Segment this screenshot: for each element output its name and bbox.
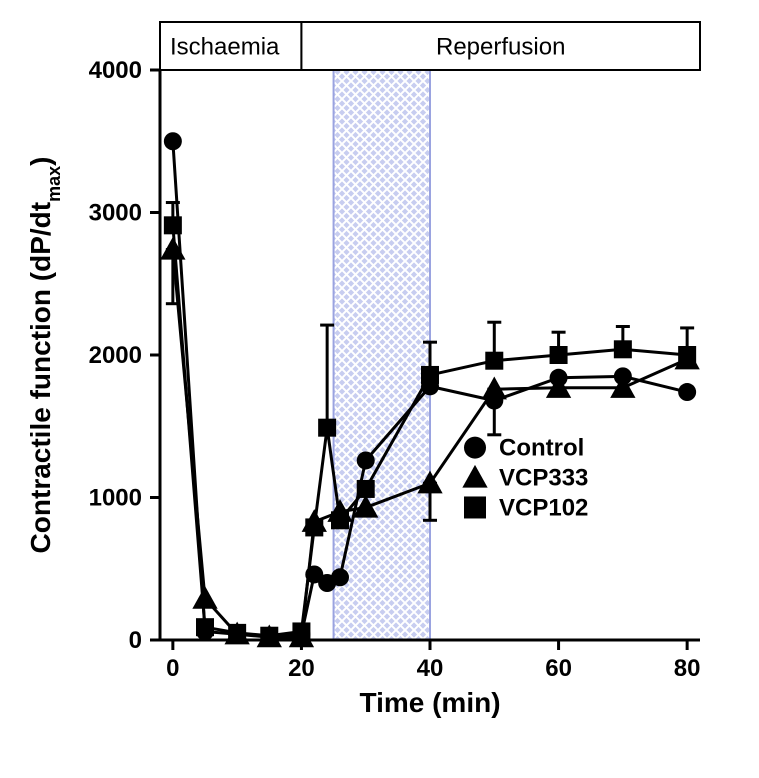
y-tick-label: 2000 <box>89 342 142 369</box>
chart-svg: Ischaemia Reperfusion 0 1000 2000 3000 4000 0 20… <box>0 0 759 778</box>
data-point <box>292 622 310 640</box>
chart-container: { "chart": { "type": "line", "width": 75… <box>0 0 759 778</box>
data-point <box>164 216 182 234</box>
data-point <box>260 627 278 645</box>
data-point <box>357 480 375 498</box>
data-point <box>164 132 182 150</box>
legend-label: Control <box>499 435 584 462</box>
x-axis-label: Time (min) <box>359 687 500 718</box>
y-tick-label: 0 <box>129 627 142 654</box>
data-point <box>614 340 632 358</box>
x-tick-label: 0 <box>166 655 179 682</box>
x-tick-label: 60 <box>545 655 572 682</box>
data-point <box>678 383 696 401</box>
data-point <box>485 352 503 370</box>
data-point <box>192 586 217 609</box>
data-point <box>550 346 568 364</box>
data-point <box>160 237 185 260</box>
phase-label: Reperfusion <box>436 34 565 61</box>
y-tick-label: 4000 <box>89 57 142 84</box>
data-point <box>357 451 375 469</box>
data-point <box>464 496 486 518</box>
data-point <box>678 346 696 364</box>
data-point <box>305 518 323 536</box>
x-tick-label: 20 <box>288 655 315 682</box>
data-point <box>421 366 439 384</box>
y-tick-label: 3000 <box>89 200 142 227</box>
data-point <box>331 511 349 529</box>
data-point <box>318 419 336 437</box>
legend-label: VCP102 <box>499 494 588 521</box>
x-tick-label: 40 <box>417 655 444 682</box>
phase-label: Ischaemia <box>170 34 280 61</box>
legend-label: VCP333 <box>499 465 588 492</box>
data-point <box>196 618 214 636</box>
data-point <box>331 568 349 586</box>
data-point <box>462 465 487 488</box>
y-tick-label: 1000 <box>89 485 142 512</box>
shaded-band <box>334 70 430 640</box>
x-tick-label: 80 <box>674 655 701 682</box>
data-point <box>464 437 486 459</box>
y-axis-label: Contractile function (dP/dtmax) <box>25 157 64 554</box>
